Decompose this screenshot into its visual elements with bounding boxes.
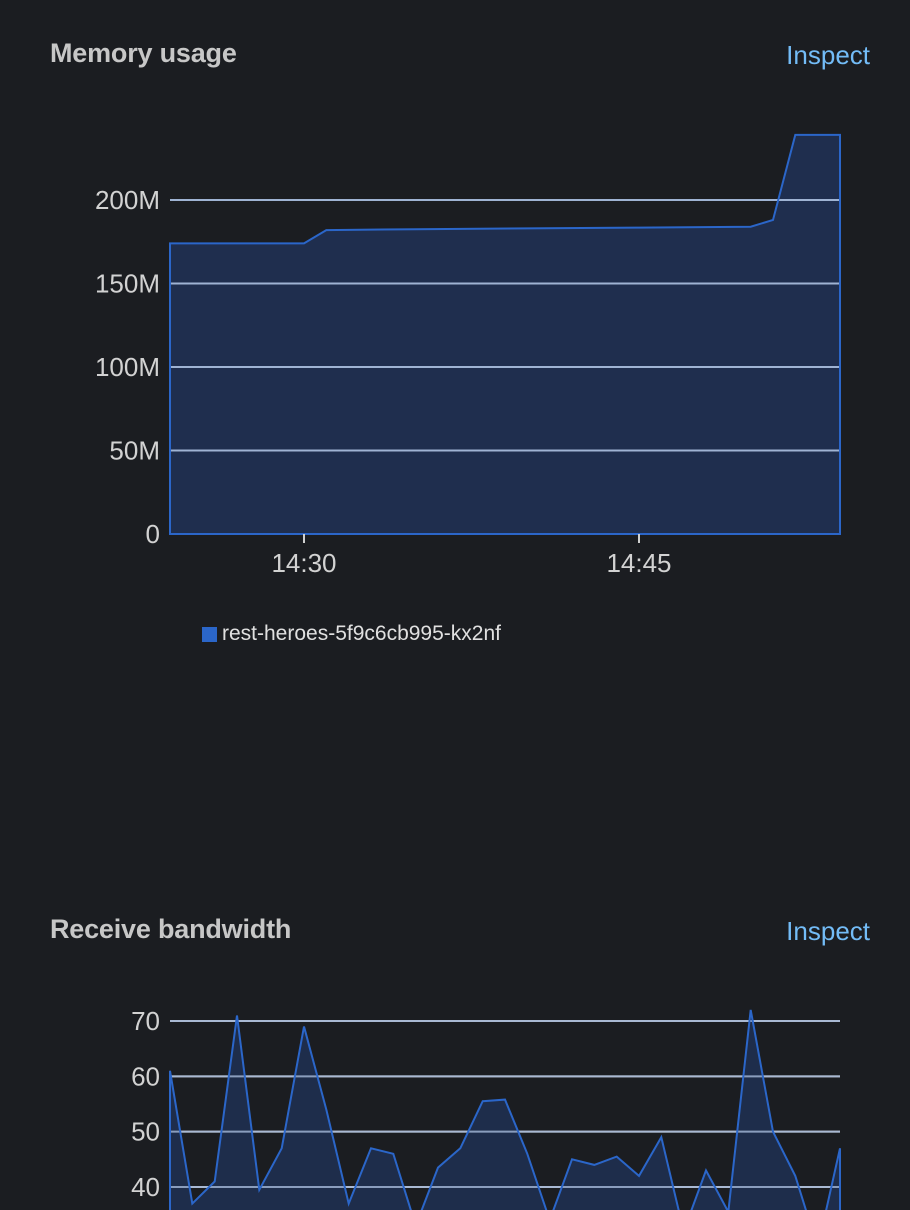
- x-tick-label: 14:30: [271, 548, 336, 578]
- y-tick-label: 0: [146, 519, 160, 549]
- memory-usage-chart: 0 50M 100M 150M 200M 14:30 14:45: [95, 133, 841, 578]
- panel-title: Receive bandwidth: [50, 914, 292, 944]
- chart-legend: rest-heroes-5f9c6cb995-kx2nf: [202, 622, 501, 646]
- y-tick-label: 100M: [95, 352, 160, 382]
- legend-label: rest-heroes-5f9c6cb995-kx2nf: [222, 622, 501, 645]
- series-line: [169, 1009, 841, 1210]
- y-tick-label: 60: [131, 1061, 160, 1091]
- series-area: [170, 134, 840, 534]
- panel-title: Memory usage: [50, 38, 237, 68]
- inspect-link[interactable]: Inspect: [786, 916, 870, 946]
- x-tick-label: 14:45: [606, 548, 671, 578]
- y-tick-label: 200M: [95, 185, 160, 215]
- memory-usage-panel: Memory usage Inspect 0 50M 100M 150M 200M 14…: [50, 38, 870, 646]
- y-tick-label: 40: [131, 1172, 160, 1202]
- y-tick-label: 70: [131, 1006, 160, 1036]
- y-tick-label: 50M: [109, 436, 160, 466]
- receive-bandwidth-panel: Receive bandwidth Inspect 40 50 60 70: [0, 900, 910, 1210]
- y-tick-label: 50: [131, 1117, 160, 1147]
- legend-swatch: [202, 626, 217, 642]
- inspect-link[interactable]: Inspect: [786, 40, 870, 70]
- receive-bandwidth-chart: 40 50 60 70: [131, 1006, 841, 1210]
- series-line: [169, 133, 841, 535]
- y-tick-label: 150M: [95, 269, 160, 299]
